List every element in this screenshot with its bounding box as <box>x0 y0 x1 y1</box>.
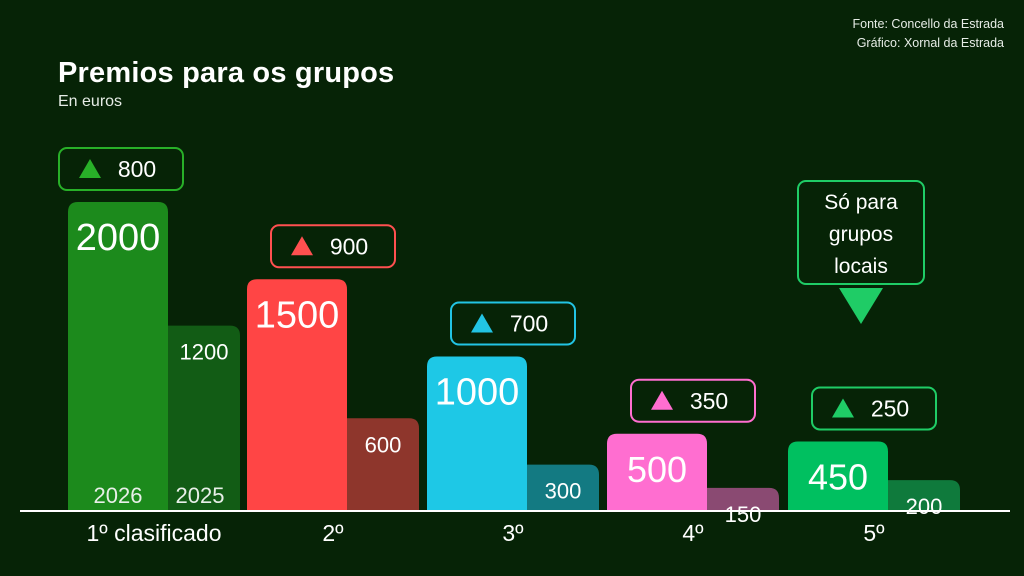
chart-title: Premios para os grupos <box>58 57 395 89</box>
source-line: Fonte: Concello da Estrada <box>852 17 1004 31</box>
category-label: 5º <box>863 520 885 546</box>
value-label-2026: 1000 <box>435 372 520 414</box>
year-label-2025: 2025 <box>176 483 225 508</box>
bar-2025 <box>697 487 779 511</box>
source-note: Fonte: Concello da Estrada Gráfico: Xorn… <box>853 15 1004 53</box>
bar-2026 <box>788 441 888 511</box>
annotation-line: locais <box>834 255 888 278</box>
bar-2026 <box>247 279 347 511</box>
increase-label: 800 <box>118 156 156 182</box>
increase-badge <box>811 386 937 431</box>
increase-triangle-icon <box>79 159 101 178</box>
value-label-2026: 1500 <box>255 294 340 336</box>
credit-line: Gráfico: Xornal da Estrada <box>856 36 1004 50</box>
category-label: 4º <box>682 520 704 546</box>
category-label: 1º clasificado <box>87 520 222 546</box>
increase-label: 250 <box>871 395 909 421</box>
increase-badge <box>450 301 576 346</box>
bar-2025 <box>337 418 419 511</box>
increase-label: 700 <box>510 311 548 337</box>
category-label: 3º <box>502 520 524 546</box>
value-label-2026: 500 <box>627 449 687 490</box>
bar-2025 <box>517 464 599 511</box>
value-label-2025: 600 <box>365 432 402 457</box>
value-label-2025: 150 <box>725 502 762 527</box>
increase-label: 900 <box>330 233 368 259</box>
increase-badge <box>630 378 756 423</box>
bar-2025 <box>158 325 240 511</box>
bar-2026 <box>427 356 527 511</box>
increase-badge <box>58 147 184 191</box>
value-label-2026: 2000 <box>76 217 161 259</box>
value-label-2025: 1200 <box>180 340 229 365</box>
annotation-line: grupos <box>829 223 893 246</box>
bar-2026 <box>68 202 168 511</box>
chart-subtitle: En euros <box>58 93 123 110</box>
bar-2025 <box>878 480 960 511</box>
value-label-2025: 200 <box>906 494 943 519</box>
value-label-2025: 300 <box>545 479 582 504</box>
increase-badge <box>270 224 396 269</box>
category-label: 2º <box>322 520 344 546</box>
year-label-2026: 2026 <box>94 483 143 508</box>
annotation-line: Só para <box>824 191 898 214</box>
annotation-box <box>797 180 925 285</box>
increase-triangle-icon <box>471 313 493 333</box>
increase-label: 350 <box>690 388 728 414</box>
increase-triangle-icon <box>651 390 673 410</box>
bar-2026 <box>607 433 707 511</box>
increase-triangle-icon <box>832 398 854 418</box>
increase-triangle-icon <box>291 236 313 256</box>
annotation-arrow-icon <box>839 288 883 324</box>
value-label-2026: 450 <box>808 456 868 497</box>
